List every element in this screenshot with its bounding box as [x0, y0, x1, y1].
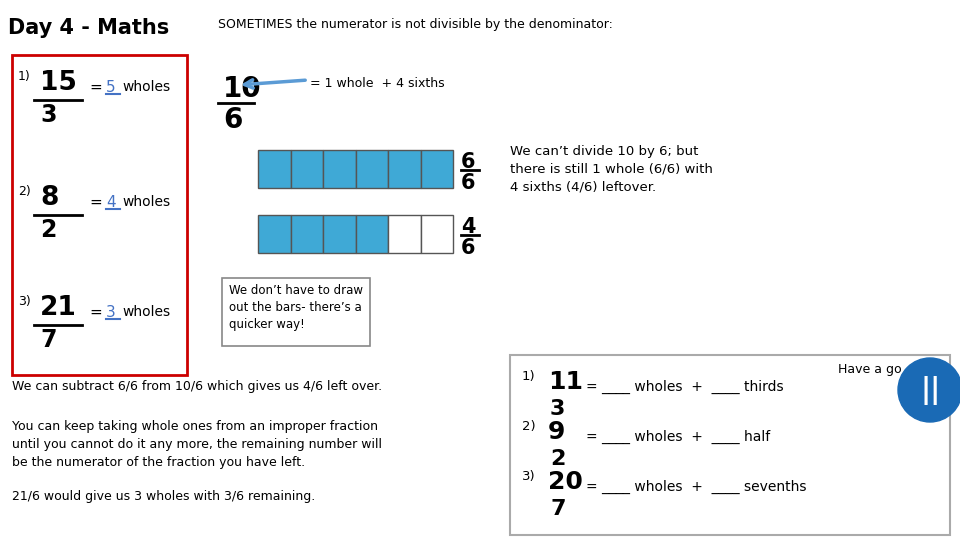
Text: 10: 10: [223, 75, 262, 103]
Text: Day 4 - Maths: Day 4 - Maths: [8, 18, 169, 38]
Text: =: =: [90, 195, 108, 210]
Bar: [12, 55, 187, 375]
Text: 4: 4: [461, 217, 475, 237]
Text: 8: 8: [40, 185, 59, 211]
Text: 4: 4: [106, 195, 115, 210]
Bar: [258, 150, 291, 188]
Text: 5: 5: [106, 80, 115, 95]
Bar: [388, 150, 420, 188]
Text: wholes: wholes: [122, 195, 170, 209]
Text: = ____ wholes  +  ____ thirds: = ____ wholes + ____ thirds: [586, 380, 783, 394]
Bar: [291, 150, 323, 188]
Bar: [420, 215, 453, 253]
Bar: [323, 215, 355, 253]
Text: We can’t divide 10 by 6; but: We can’t divide 10 by 6; but: [510, 145, 698, 158]
Text: wholes: wholes: [122, 305, 170, 319]
Text: 2: 2: [550, 449, 565, 469]
Text: 20: 20: [548, 470, 583, 494]
Text: = ____ wholes  +  ____ half: = ____ wholes + ____ half: [586, 430, 770, 444]
Text: there is still 1 whole (6/6) with: there is still 1 whole (6/6) with: [510, 163, 713, 176]
Bar: [323, 150, 355, 188]
Text: You can keep taking whole ones from an improper fraction
until you cannot do it : You can keep taking whole ones from an i…: [12, 420, 382, 469]
Text: 1): 1): [18, 70, 31, 83]
Text: 7: 7: [550, 499, 565, 519]
Text: 7: 7: [40, 328, 57, 352]
Bar: [355, 150, 388, 188]
Text: = ____ wholes  +  ____ sevenths: = ____ wholes + ____ sevenths: [586, 480, 806, 494]
Bar: [420, 150, 453, 188]
Text: 4 sixths (4/6) leftover.: 4 sixths (4/6) leftover.: [510, 181, 656, 194]
Text: 21/6 would give us 3 wholes with 3/6 remaining.: 21/6 would give us 3 wholes with 3/6 rem…: [12, 490, 315, 503]
Text: 3): 3): [522, 470, 536, 483]
Text: 3): 3): [18, 295, 31, 308]
Text: 6: 6: [223, 106, 242, 134]
Bar: [388, 215, 420, 253]
Text: ||: ||: [921, 376, 941, 405]
Bar: [291, 215, 323, 253]
Text: SOMETIMES the numerator is not divisible by the denominator:: SOMETIMES the numerator is not divisible…: [218, 18, 612, 31]
Text: 1): 1): [522, 370, 536, 383]
Text: wholes: wholes: [122, 80, 170, 94]
Text: 2: 2: [40, 218, 57, 242]
Circle shape: [898, 358, 960, 422]
Bar: [258, 215, 291, 253]
Text: 3: 3: [550, 399, 565, 419]
Text: 6: 6: [461, 152, 475, 172]
Text: 9: 9: [548, 420, 565, 444]
Text: We can subtract 6/6 from 10/6 which gives us 4/6 left over.: We can subtract 6/6 from 10/6 which give…: [12, 380, 382, 393]
Text: 15: 15: [40, 70, 77, 96]
Text: We don’t have to draw
out the bars- there’s a
quicker way!: We don’t have to draw out the bars- ther…: [229, 284, 363, 331]
Bar: [222, 278, 370, 346]
Text: 3: 3: [106, 305, 116, 320]
Bar: [355, 215, 388, 253]
Text: 11: 11: [548, 370, 583, 394]
Text: 6: 6: [461, 173, 475, 193]
Text: 3: 3: [40, 103, 57, 127]
Bar: [510, 355, 950, 535]
Text: =: =: [90, 80, 108, 95]
Text: = 1 whole  + 4 sixths: = 1 whole + 4 sixths: [310, 77, 444, 90]
Text: =: =: [90, 305, 108, 320]
Text: 6: 6: [461, 238, 475, 258]
Text: 21: 21: [40, 295, 77, 321]
Text: 2): 2): [18, 185, 31, 198]
Text: Have a go: Have a go: [838, 363, 901, 376]
Text: 2): 2): [522, 420, 536, 433]
